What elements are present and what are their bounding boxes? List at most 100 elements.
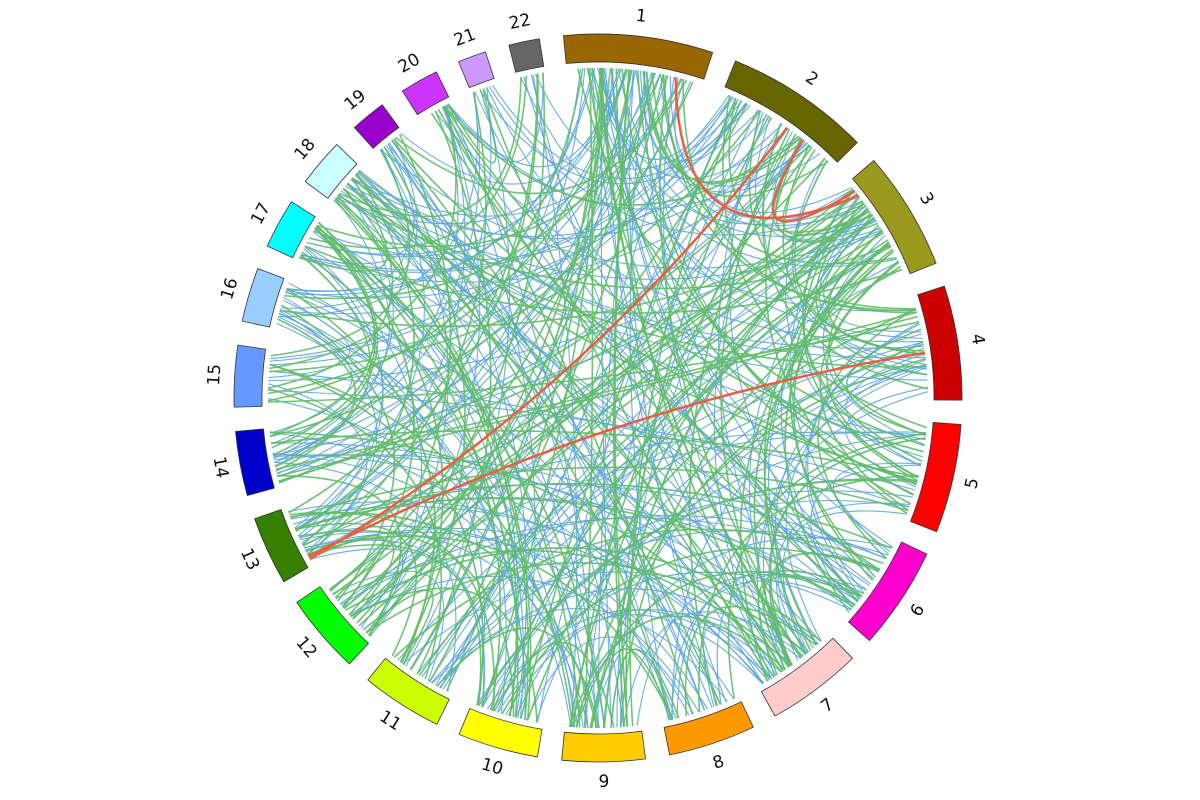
- chromosome-3-label: 3: [915, 189, 938, 209]
- link-green: [782, 149, 871, 236]
- link-green: [329, 69, 633, 592]
- link-green: [383, 146, 466, 663]
- link-highlight-red: [309, 126, 789, 561]
- chromosome-4-block: [917, 285, 963, 401]
- link-green: [365, 561, 808, 654]
- link-green: [600, 67, 802, 659]
- link-green: [274, 318, 357, 468]
- link-blue: [629, 71, 670, 721]
- link-blue: [331, 570, 445, 682]
- link-green: [279, 213, 873, 327]
- link-green: [341, 133, 452, 608]
- link-green: [295, 73, 539, 532]
- link-green: [270, 81, 694, 438]
- link-blue: [488, 86, 866, 236]
- link-green: [651, 72, 829, 198]
- link-green: [568, 615, 786, 728]
- link-green: [308, 537, 395, 620]
- chromosome-6-label: 6: [907, 600, 930, 620]
- link-green: [507, 239, 889, 716]
- link-green: [615, 68, 784, 672]
- link-green: [761, 575, 856, 671]
- link-blue: [346, 123, 783, 237]
- chromosome-15-block: [233, 344, 267, 408]
- chromosome-12-label: 12: [292, 633, 321, 662]
- link-blue: [274, 461, 457, 692]
- link-blue: [439, 127, 789, 689]
- highlight-links-layer: [307, 77, 926, 561]
- link-green: [365, 202, 866, 634]
- link-blue: [278, 313, 600, 729]
- chromosome-22-label: 22: [507, 10, 532, 34]
- link-green: [362, 589, 434, 665]
- link-blue: [586, 68, 923, 339]
- link-blue: [762, 367, 927, 671]
- chromosome-15-label: 15: [204, 363, 225, 386]
- link-green: [393, 138, 918, 485]
- link-blue: [303, 531, 709, 710]
- link-green: [278, 192, 858, 482]
- link-green: [278, 144, 811, 483]
- link-green: [481, 67, 605, 708]
- chromosome-12-block: [296, 586, 370, 665]
- link-highlight-red: [674, 77, 859, 219]
- link-green: [825, 261, 919, 479]
- link-green: [275, 254, 372, 472]
- chromosome-21-block: [458, 51, 495, 89]
- link-green: [614, 69, 631, 727]
- link-blue: [273, 73, 662, 457]
- link-green: [298, 187, 388, 272]
- link-green: [350, 587, 538, 723]
- link-highlight-red: [772, 138, 856, 223]
- link-blue: [271, 92, 480, 445]
- link-green: [277, 315, 918, 477]
- link-green: [393, 528, 884, 658]
- link-green: [501, 547, 880, 715]
- link-green: [307, 544, 482, 706]
- link-green: [267, 321, 920, 403]
- link-green: [591, 648, 673, 729]
- link-green: [336, 195, 532, 721]
- link-green: [769, 437, 926, 667]
- link-green: [295, 482, 893, 550]
- chromosome-10-block: [458, 708, 543, 758]
- link-blue: [520, 76, 916, 312]
- link-blue: [617, 68, 877, 238]
- link-blue: [421, 261, 899, 678]
- link-blue: [350, 136, 801, 240]
- link-green: [395, 79, 688, 195]
- chromosome-18-label: 18: [291, 135, 320, 164]
- link-green: [739, 248, 893, 682]
- link-green: [610, 648, 680, 728]
- chromosome-13-block: [254, 508, 309, 583]
- chromosome-7-block: [760, 637, 854, 717]
- link-green: [332, 193, 859, 596]
- link-green: [828, 250, 927, 437]
- link-green: [769, 552, 881, 666]
- link-green: [301, 251, 519, 718]
- chromosome-3-block: [852, 159, 937, 275]
- link-green: [684, 605, 817, 717]
- link-green: [318, 221, 415, 609]
- link-green: [269, 104, 457, 370]
- link-green: [275, 311, 917, 470]
- chromosome-1-label: 1: [635, 6, 648, 27]
- link-green: [309, 75, 528, 250]
- link-green: [357, 170, 790, 668]
- link-blue: [663, 76, 793, 666]
- link-green: [284, 73, 662, 300]
- chromosome-5-label: 5: [961, 476, 983, 491]
- link-blue: [620, 139, 804, 728]
- link-blue: [785, 359, 927, 642]
- chromosome-11-block: [367, 657, 450, 725]
- link-green: [348, 72, 546, 616]
- link-green: [269, 227, 376, 437]
- link-green: [290, 466, 909, 519]
- link-green: [269, 363, 574, 728]
- chromosome-2-block: [724, 60, 858, 163]
- link-blue: [525, 636, 694, 721]
- link-green: [301, 172, 415, 546]
- link-blue: [810, 464, 922, 609]
- chromosome-11-label: 11: [376, 707, 405, 736]
